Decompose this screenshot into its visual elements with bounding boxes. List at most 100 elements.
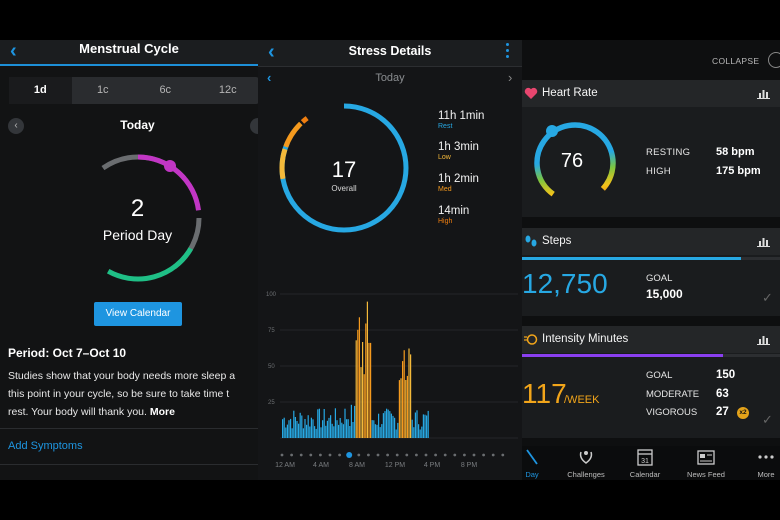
timeline-dot — [434, 453, 437, 457]
steps-count: 12,750 — [522, 268, 608, 299]
moderate-label: MODERATE — [646, 389, 700, 400]
stress-bar — [352, 422, 354, 438]
moderate-value: 63 — [716, 388, 729, 400]
bar-chart-icon[interactable] — [757, 88, 770, 99]
tab-news-feed[interactable]: News Feed — [678, 448, 734, 479]
stat-duration: 14min — [438, 205, 470, 217]
card-title: Heart Rate — [542, 87, 598, 99]
stress-bar — [403, 350, 405, 438]
range-tab-1d[interactable]: 1d — [9, 77, 72, 104]
stress-bars — [282, 301, 429, 438]
steps-card[interactable]: Steps — [522, 228, 780, 316]
tab-label: Day — [525, 470, 539, 479]
day-tab-icon — [522, 448, 560, 470]
timeline-dot — [443, 453, 447, 457]
insight-line: this point in your cycle, so be sure to … — [8, 388, 230, 400]
stat-category: Rest — [438, 123, 453, 130]
stat-category: Med — [438, 186, 452, 193]
more-options-icon[interactable] — [506, 43, 510, 61]
stat-category: High — [438, 218, 453, 225]
range-tab-6c[interactable]: 6c — [159, 84, 172, 96]
stress-bar — [411, 419, 413, 438]
stress-bar — [302, 428, 304, 438]
period-insight-text: Studies show that your body needs more s… — [8, 367, 258, 421]
more-link[interactable]: More — [149, 406, 175, 418]
stat-duration: 1h 3min — [438, 141, 479, 153]
date-label: Today — [375, 72, 405, 84]
stress-bar — [365, 323, 367, 438]
stress-bar — [426, 415, 428, 438]
next-day-button[interactable] — [250, 118, 258, 134]
y-tick-label: 50 — [268, 364, 275, 370]
stress-bar — [421, 426, 423, 438]
stress-bar — [373, 420, 375, 438]
y-tick-label: 75 — [268, 328, 275, 334]
stress-bar — [349, 426, 351, 438]
view-calendar-button[interactable]: View Calendar — [94, 302, 182, 326]
tab-more[interactable]: More — [738, 448, 780, 479]
x-tick-label: 8 PM — [460, 462, 478, 469]
stress-bar — [342, 424, 344, 438]
calendar-icon: 31 — [617, 448, 673, 470]
stress-bar — [382, 413, 384, 438]
stress-bar — [304, 419, 306, 438]
stress-bar — [322, 420, 324, 438]
collapse-icon[interactable] — [768, 52, 780, 68]
divider — [0, 464, 258, 465]
stress-bar — [378, 413, 380, 438]
next-day-chevron-icon[interactable]: › — [508, 70, 513, 85]
period-day-number: 2 — [130, 195, 145, 222]
heart-rate-card[interactable]: Heart Rate — [522, 80, 780, 217]
card-title: Steps — [542, 235, 572, 247]
stress-timeline-chart: 100 75 50 25 — [266, 292, 518, 458]
stress-bar — [336, 420, 338, 438]
timeline-dot — [367, 453, 370, 457]
stress-bar — [389, 411, 391, 438]
stress-bar — [296, 421, 298, 438]
intensity-minutes-card[interactable]: Intensity Minutes — [522, 326, 780, 438]
timeline-dot — [357, 453, 361, 457]
checkmark-icon: ✓ — [762, 412, 773, 427]
screen-title: Menstrual Cycle — [79, 41, 179, 56]
stress-score-label: Overall — [331, 184, 357, 193]
stress-score: 17 — [331, 157, 357, 182]
bar-chart-icon[interactable] — [757, 236, 770, 247]
heart-icon — [524, 87, 538, 99]
add-symptoms-link[interactable]: Add Symptoms — [8, 440, 83, 452]
tab-day[interactable]: Day — [522, 448, 560, 479]
intensity-minutes-value: 117 — [522, 378, 567, 409]
back-chevron-icon[interactable]: ‹ — [10, 40, 17, 62]
stress-stat-rest: 11h 1min Rest — [438, 110, 484, 130]
tab-challenges[interactable]: Challenges — [558, 448, 614, 479]
stress-bar — [398, 380, 400, 438]
stress-bar — [416, 410, 418, 438]
prev-day-chevron-icon[interactable]: ‹ — [267, 70, 272, 85]
card-header: Heart Rate — [522, 80, 780, 107]
x-tick-label: 12 AM — [275, 462, 295, 469]
bar-chart-icon[interactable] — [757, 334, 770, 345]
range-tab-12c[interactable]: 12c — [218, 84, 237, 96]
x-tick-label: 8 AM — [349, 462, 365, 469]
stress-bar — [320, 427, 322, 438]
date-navigator: ‹ Today › — [258, 69, 522, 89]
stress-bar — [310, 417, 312, 438]
tab-calendar[interactable]: 31 Calendar — [617, 448, 673, 479]
stress-bar — [422, 414, 424, 438]
high-arc — [279, 103, 409, 233]
prev-day-button[interactable]: ‹ — [8, 118, 24, 134]
collapse-button[interactable]: COLLAPSE — [712, 56, 760, 66]
tab-label: More — [757, 470, 775, 479]
stress-bar — [390, 413, 392, 438]
stress-bar — [330, 415, 332, 438]
card-header: Steps — [522, 228, 780, 255]
timeline-dot — [328, 453, 332, 457]
timeline-dot — [405, 453, 409, 457]
insight-line: rest. Your body will thank you. — [8, 406, 147, 418]
stress-bar — [286, 424, 288, 438]
range-tab-1c[interactable]: 1c — [96, 84, 109, 96]
stress-bar — [379, 427, 381, 438]
bottom-tab-bar: Day Challenges 31 Calendar — [522, 446, 780, 480]
back-chevron-icon[interactable]: ‹ — [268, 41, 275, 63]
stress-bar — [285, 427, 287, 438]
stress-bar — [419, 429, 421, 438]
